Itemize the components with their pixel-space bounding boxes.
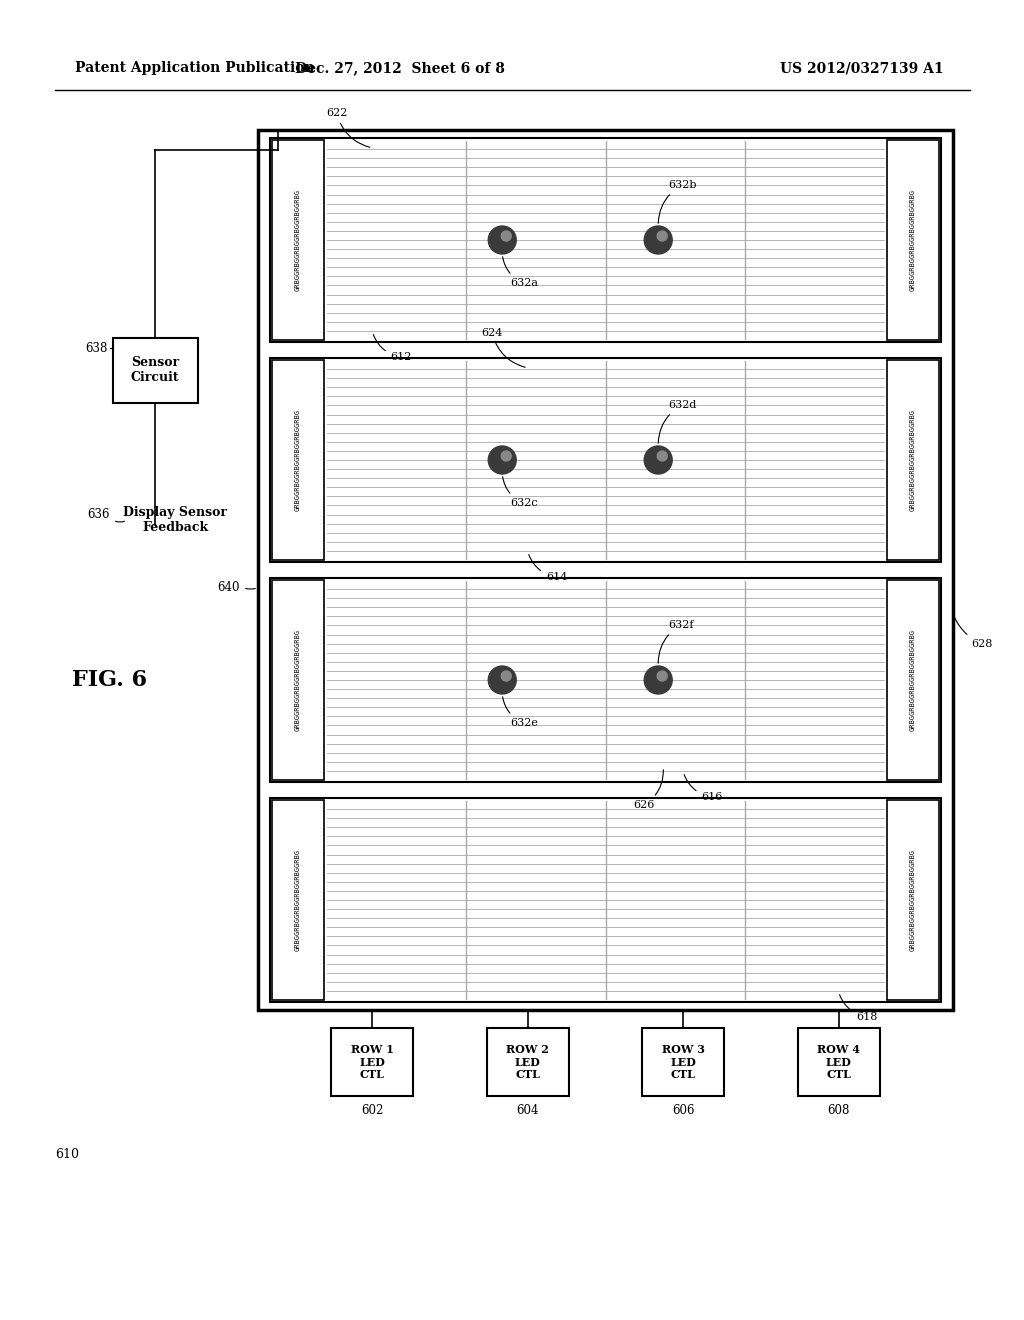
Text: 624: 624 xyxy=(481,327,525,367)
Text: Sensor
Circuit: Sensor Circuit xyxy=(131,356,179,384)
Bar xyxy=(270,139,941,342)
Text: 612: 612 xyxy=(374,334,412,362)
Bar xyxy=(258,129,953,1010)
Text: GRBGGRBGGRBGGRBGGRBGGRBG: GRBGGRBGGRBGGRBGGRBGGRBG xyxy=(910,409,916,511)
Bar xyxy=(272,579,324,780)
Bar xyxy=(887,140,939,341)
Text: ROW 3
LED
CTL: ROW 3 LED CTL xyxy=(662,1044,705,1080)
Text: 604: 604 xyxy=(516,1104,539,1117)
Circle shape xyxy=(501,231,511,242)
Text: 632e: 632e xyxy=(503,697,539,729)
Bar xyxy=(887,360,939,560)
Text: ROW 1
LED
CTL: ROW 1 LED CTL xyxy=(351,1044,394,1080)
Text: 618: 618 xyxy=(840,994,878,1022)
Text: Dec. 27, 2012  Sheet 6 of 8: Dec. 27, 2012 Sheet 6 of 8 xyxy=(295,61,505,75)
Circle shape xyxy=(501,451,511,461)
Text: 628: 628 xyxy=(954,616,992,649)
Text: 640: 640 xyxy=(217,581,240,594)
Text: GRBGGRBGGRBGGRBGGRBGGRBG: GRBGGRBGGRBGGRBGGRBGGRBG xyxy=(295,849,301,950)
Text: 636: 636 xyxy=(87,508,110,521)
Text: GRBGGRBGGRBGGRBGGRBGGRBG: GRBGGRBGGRBGGRBGGRBGGRBG xyxy=(910,630,916,731)
Text: 632f: 632f xyxy=(658,620,693,663)
Circle shape xyxy=(657,671,668,681)
Text: ROW 2
LED
CTL: ROW 2 LED CTL xyxy=(506,1044,549,1080)
Text: 632b: 632b xyxy=(658,180,696,223)
Text: 616: 616 xyxy=(684,775,723,803)
Text: 606: 606 xyxy=(672,1104,694,1117)
Text: GRBGGRBGGRBGGRBGGRBGGRBG: GRBGGRBGGRBGGRBGGRBGGRBG xyxy=(910,189,916,290)
Text: 632d: 632d xyxy=(658,400,696,444)
Bar xyxy=(270,799,941,1002)
Text: GRBGGRBGGRBGGRBGGRBGGRBG: GRBGGRBGGRBGGRBGGRBGGRBG xyxy=(295,409,301,511)
Text: 622: 622 xyxy=(326,108,370,148)
Circle shape xyxy=(488,226,516,253)
Bar xyxy=(798,1028,880,1096)
Text: Display Sensor
Feedback: Display Sensor Feedback xyxy=(123,506,227,535)
Text: US 2012/0327139 A1: US 2012/0327139 A1 xyxy=(780,61,944,75)
Text: 608: 608 xyxy=(827,1104,850,1117)
Bar xyxy=(332,1028,414,1096)
Circle shape xyxy=(501,671,511,681)
Text: ROW 4
LED
CTL: ROW 4 LED CTL xyxy=(817,1044,860,1080)
Circle shape xyxy=(644,667,672,694)
Text: FIG. 6: FIG. 6 xyxy=(73,669,147,690)
Circle shape xyxy=(488,446,516,474)
Text: GRBGGRBGGRBGGRBGGRBGGRBG: GRBGGRBGGRBGGRBGGRBGGRBG xyxy=(295,630,301,731)
Circle shape xyxy=(644,446,672,474)
Bar xyxy=(113,338,198,403)
Bar xyxy=(270,578,941,781)
Bar xyxy=(272,800,324,1001)
Bar xyxy=(642,1028,724,1096)
Text: 632a: 632a xyxy=(503,257,539,288)
Text: 602: 602 xyxy=(361,1104,384,1117)
Bar xyxy=(272,360,324,560)
Circle shape xyxy=(644,226,672,253)
Text: 614: 614 xyxy=(528,554,567,582)
Text: 610: 610 xyxy=(55,1148,79,1162)
Bar xyxy=(270,358,941,562)
Circle shape xyxy=(657,231,668,242)
Text: Patent Application Publication: Patent Application Publication xyxy=(75,61,314,75)
Bar xyxy=(272,140,324,341)
Bar xyxy=(887,800,939,1001)
Bar xyxy=(887,579,939,780)
Text: 638: 638 xyxy=(85,342,108,355)
Circle shape xyxy=(488,667,516,694)
Circle shape xyxy=(657,451,668,461)
Text: 632c: 632c xyxy=(503,477,538,508)
Bar xyxy=(486,1028,568,1096)
Text: 626: 626 xyxy=(633,770,664,810)
Text: GRBGGRBGGRBGGRBGGRBGGRBG: GRBGGRBGGRBGGRBGGRBGGRBG xyxy=(295,189,301,290)
Text: GRBGGRBGGRBGGRBGGRBGGRBG: GRBGGRBGGRBGGRBGGRBGGRBG xyxy=(910,849,916,950)
